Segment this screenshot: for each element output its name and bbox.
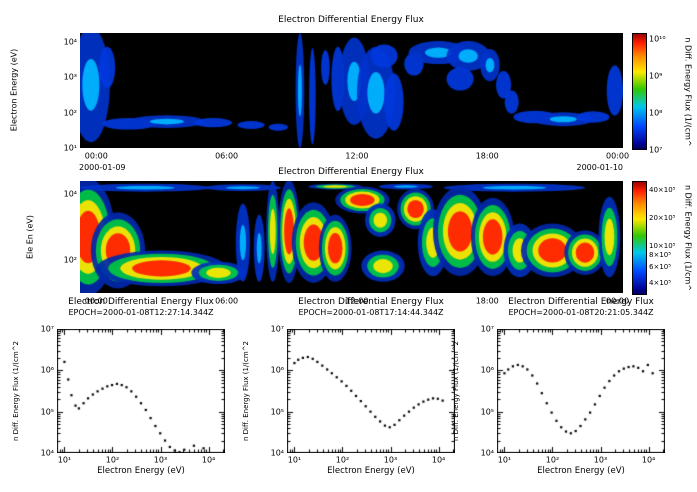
- middle-colorbar-label: n Diff. Energy Flux (1/cm^: [683, 184, 693, 292]
- spectrum3-ylabel: n Diff. Energy Flux (1/(cm^2: [452, 340, 460, 442]
- top-date-right: 2000-01-10: [576, 163, 624, 172]
- y-tick-label: 10⁵: [270, 407, 284, 417]
- y-tick-label: 10⁴: [480, 448, 494, 458]
- x-tick-label: 10³: [153, 455, 168, 465]
- top-spectrogram-ylabel: Electron Energy (eV): [9, 48, 19, 132]
- spectrum1-title: Electron Differential Energy Flux: [68, 297, 214, 307]
- y-tick-label: 10⁴: [63, 37, 77, 47]
- spectrum2-plot: [287, 329, 455, 453]
- x-tick-label: 12:00: [345, 151, 369, 161]
- spectrum2-ylabel: n Diff. Energy Flux (1/(cm^2: [242, 340, 250, 442]
- spectrum1-epoch: EPOCH=2000-01-08T12:27:14.344Z: [68, 308, 214, 317]
- x-tick-label: 10³: [593, 455, 608, 465]
- colorbar-tick-label: 10⁷: [649, 145, 663, 155]
- y-tick-label: 10⁷: [40, 324, 54, 334]
- y-tick-label: 10⁶: [40, 365, 54, 375]
- y-tick-label: 10⁴: [40, 448, 54, 458]
- spectrum2-xlabel: Electron Energy (eV): [327, 466, 415, 476]
- x-tick-label: 00:00: [606, 296, 630, 306]
- colorbar-tick-label: 10⁹: [649, 71, 663, 81]
- top-date-left: 2000-01-09: [79, 163, 126, 172]
- spectrum3-epoch: EPOCH=2000-01-08T20:21:05.344Z: [508, 308, 654, 317]
- x-tick-label: 06:00: [215, 296, 239, 306]
- colorbar-tick-label: 20×10⁵: [649, 214, 676, 223]
- x-tick-label: 10⁴: [431, 455, 446, 465]
- y-tick-label: 10⁵: [40, 407, 54, 417]
- y-tick-label: 10²: [63, 255, 77, 265]
- y-tick-label: 10⁶: [270, 365, 284, 375]
- spectrum2-epoch: EPOCH=2000-01-08T17:14:44.344Z: [298, 308, 444, 317]
- colorbar-tick-label: 40×10⁵: [649, 186, 676, 195]
- x-tick-label: 10²: [105, 455, 120, 465]
- spectrum1-ylabel: n Diff. Energy Flux (1/(cm^2: [12, 340, 20, 442]
- x-tick-label: 10²: [545, 455, 560, 465]
- colorbar-tick-label: 10¹⁰: [649, 34, 666, 44]
- spectrum1-xlabel: Electron Energy (eV): [97, 466, 185, 476]
- y-tick-label: 10⁴: [270, 448, 284, 458]
- spectrum3-xlabel: Electron Energy (eV): [537, 466, 625, 476]
- y-tick-label: 10⁷: [270, 324, 284, 334]
- colorbar-tick-label: 10⁸: [649, 108, 663, 118]
- y-tick-label: 10⁴: [63, 189, 77, 199]
- spectrum1-plot: [57, 329, 225, 453]
- x-tick-label: 12:00: [345, 296, 369, 306]
- colorbar-tick-label: 6×10⁵: [649, 262, 672, 271]
- middle-spectrogram-title: Electron Differential Energy Flux: [278, 167, 424, 177]
- top-colorbar: [632, 33, 647, 150]
- x-tick-label: 10⁴: [201, 455, 216, 465]
- x-tick-label: 18:00: [475, 151, 499, 161]
- middle-colorbar: [632, 181, 647, 295]
- spectrum3-plot: [497, 329, 665, 453]
- y-tick-label: 10¹: [63, 143, 77, 153]
- x-tick-label: 10¹: [497, 455, 512, 465]
- x-tick-label: 06:00: [215, 151, 239, 161]
- middle-spectrogram-plot: [80, 181, 623, 293]
- x-tick-label: 00:00: [84, 151, 108, 161]
- y-tick-label: 10⁷: [480, 324, 494, 334]
- x-tick-label: 00:00: [84, 296, 108, 306]
- y-tick-label: 10²: [63, 108, 77, 118]
- x-tick-label: 10⁴: [641, 455, 656, 465]
- spectrum3-title: Electron Differential Energy Flux: [508, 297, 654, 307]
- colorbar-tick-label: 8×10⁵: [649, 251, 672, 260]
- x-tick-label: 18:00: [475, 296, 499, 306]
- x-tick-label: 10²: [335, 455, 350, 465]
- x-tick-label: 10³: [383, 455, 398, 465]
- y-tick-label: 10⁵: [480, 407, 494, 417]
- spectrum2-title: Electron Differential Energy Flux: [298, 297, 444, 307]
- x-tick-label: 10¹: [57, 455, 72, 465]
- top-spectrogram-plot: [80, 33, 623, 148]
- y-tick-label: 10³: [63, 72, 77, 82]
- top-spectrogram-title: Electron Differential Energy Flux: [278, 15, 424, 25]
- colorbar-tick-label: 4×10⁵: [649, 279, 672, 288]
- y-tick-label: 10⁶: [480, 365, 494, 375]
- middle-spectrogram-ylabel: Ele En (eV): [25, 214, 35, 260]
- top-colorbar-label: n Diff. Energy Flux (1/(cm^: [683, 37, 693, 147]
- colorbar-tick-label: 10×10⁵: [649, 242, 676, 251]
- x-tick-label: 10¹: [287, 455, 302, 465]
- x-tick-label: 00:00: [606, 151, 630, 161]
